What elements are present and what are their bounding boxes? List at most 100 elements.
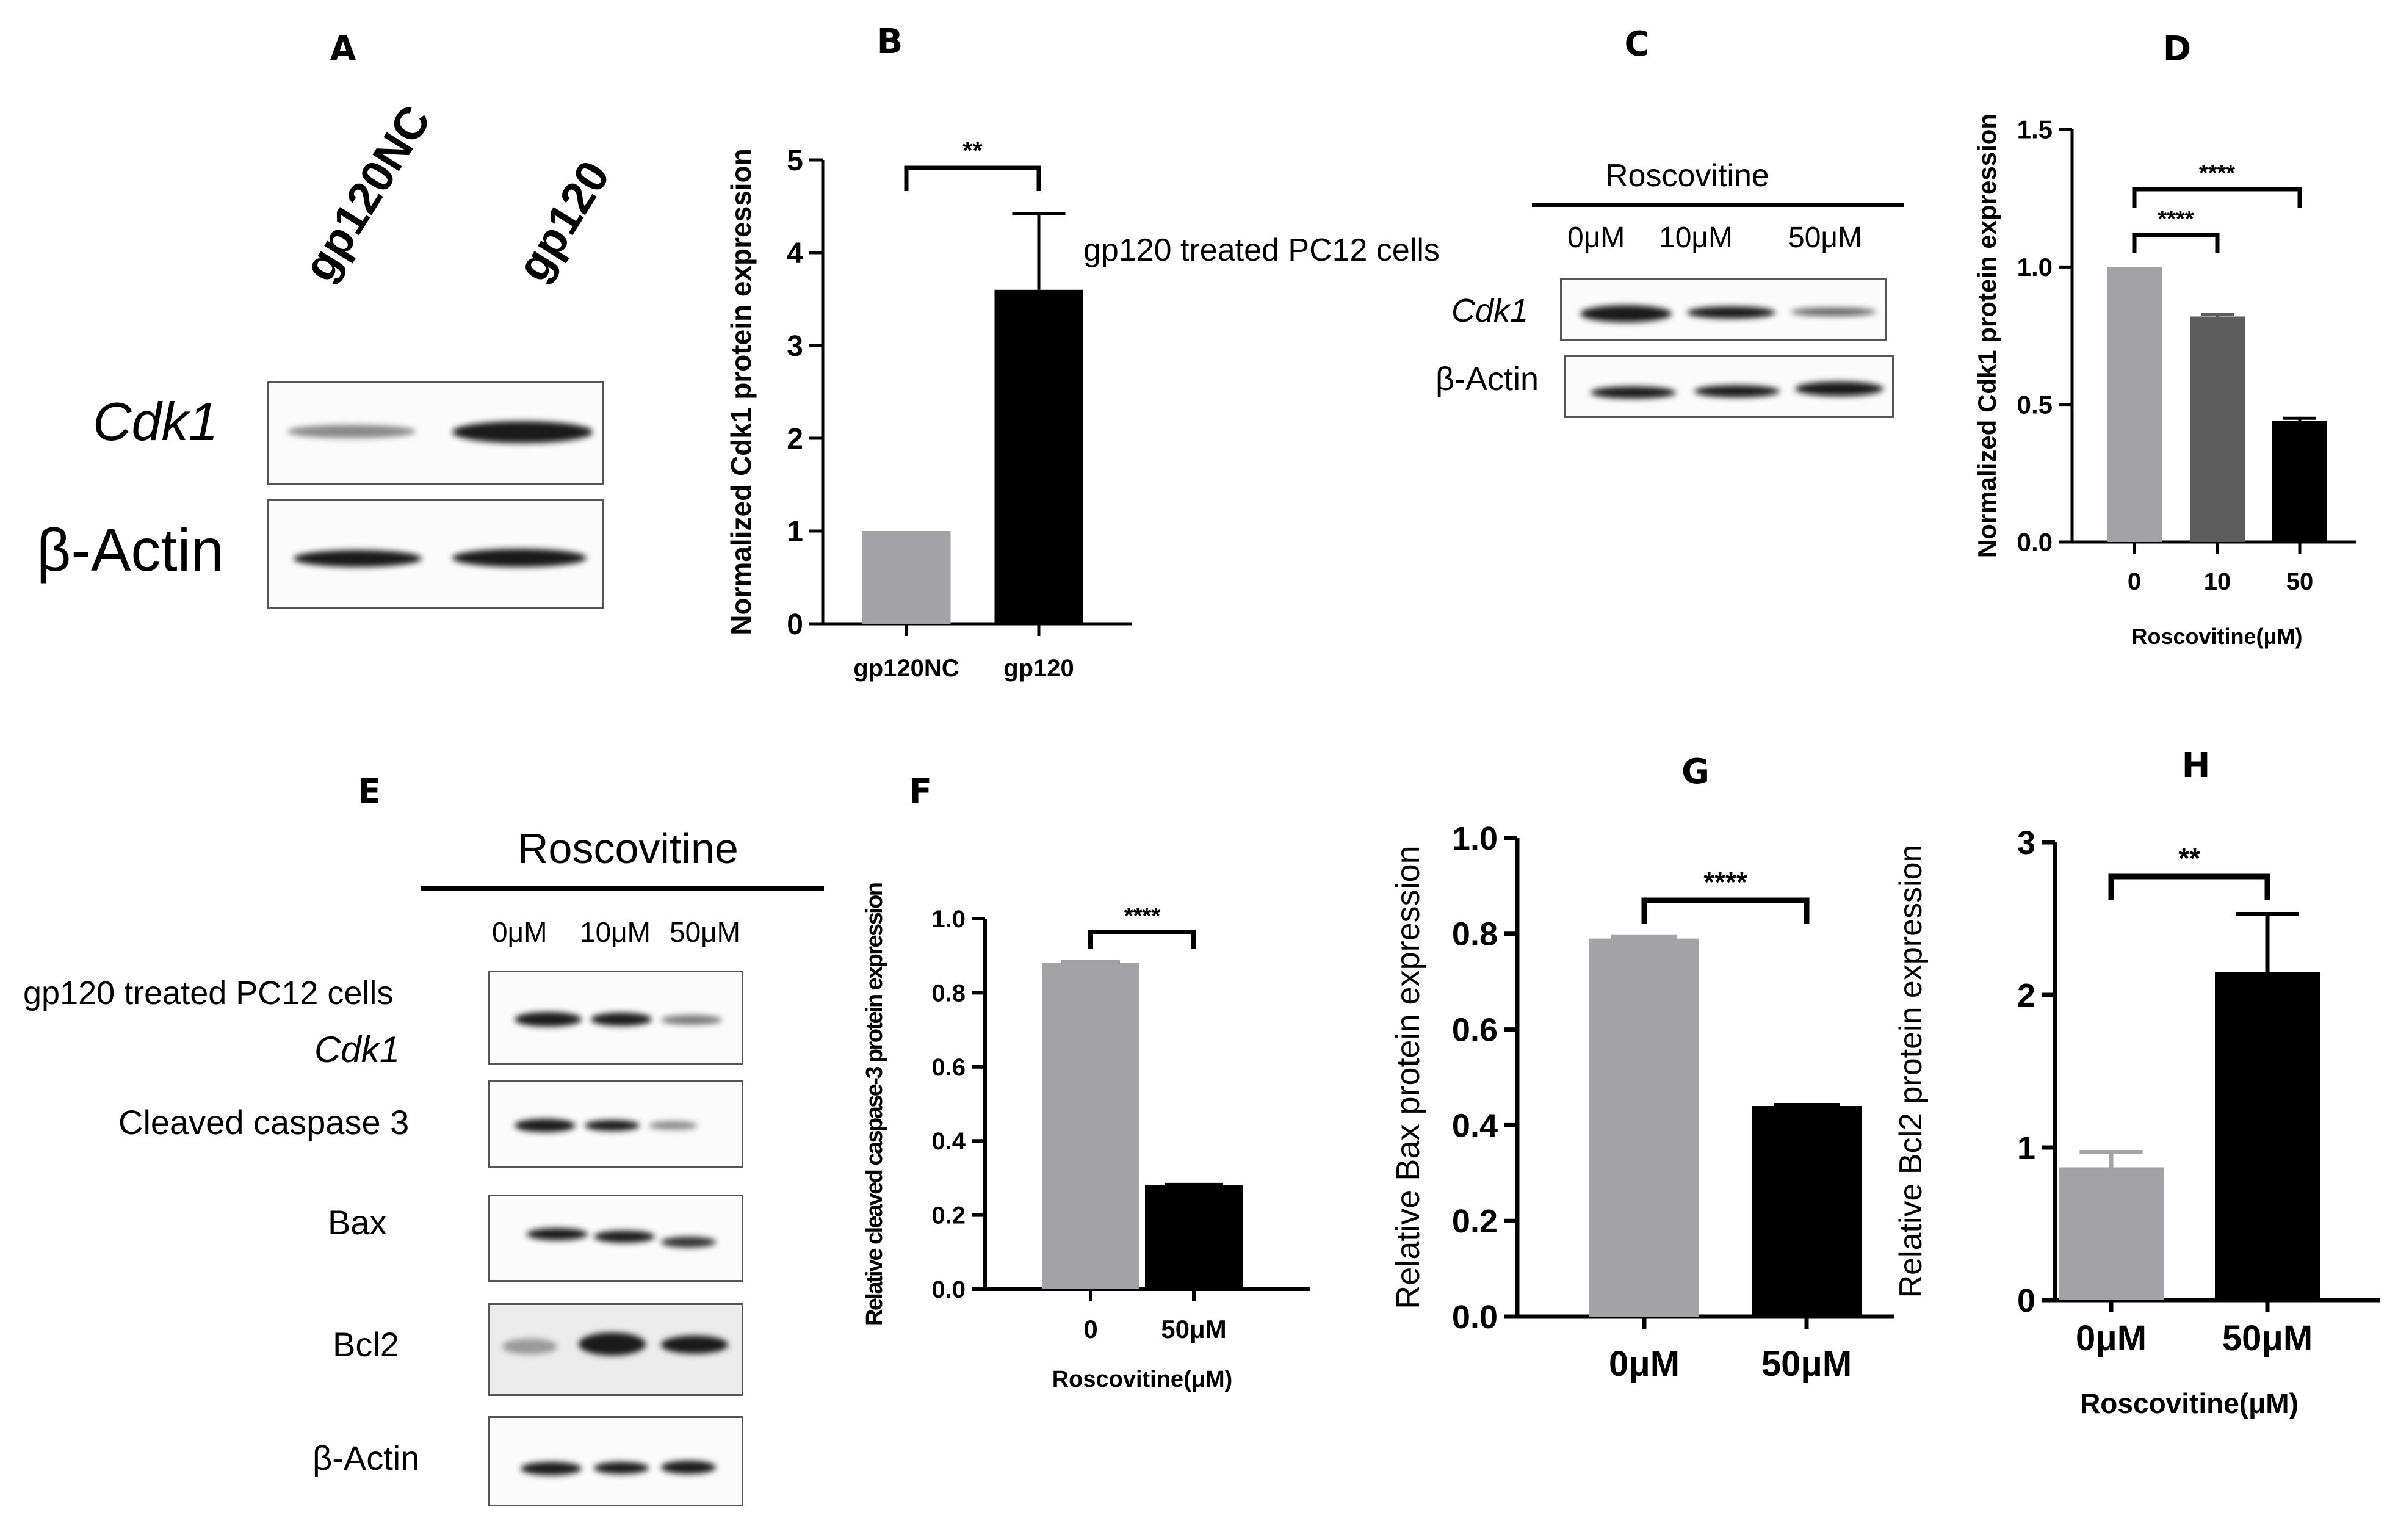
significance-bracket	[1641, 897, 1810, 924]
row-label-actin-a: β-Actin	[37, 516, 224, 584]
panel-label-a: A	[330, 29, 356, 69]
y-tick-label: 2	[787, 423, 803, 455]
band	[585, 1120, 640, 1131]
y-tick-label: 0.4	[931, 1128, 966, 1155]
blot-e-bax	[488, 1195, 743, 1282]
treatment-line-e	[421, 886, 824, 891]
x-tick-label: gp120	[1003, 655, 1074, 682]
y-tick-label: 0.8	[1452, 916, 1498, 953]
band	[661, 1015, 722, 1025]
blot-a-cdk1	[267, 381, 604, 485]
bar	[2190, 316, 2245, 542]
y-axis-label: Relative cleaved caspase-3 protein expre…	[862, 882, 887, 1326]
panel-label-c: C	[1624, 24, 1650, 64]
row-label-actin-e: β-Actin	[312, 1439, 420, 1477]
blot-c-cdk1	[1560, 278, 1887, 341]
y-tick-label: 0.8	[931, 980, 966, 1007]
blot-c-actin	[1564, 355, 1894, 418]
bar	[1145, 1185, 1243, 1289]
panel-label-d: D	[2162, 29, 2192, 69]
y-tick-label: 3	[2017, 825, 2035, 861]
band	[1694, 385, 1780, 397]
y-tick-label: 3	[787, 330, 803, 363]
lane-label-c-0: 0μM	[1567, 222, 1625, 254]
bar	[994, 289, 1083, 624]
y-tick-label: 1	[2017, 1130, 2035, 1166]
band	[649, 1121, 698, 1130]
significance-label: ****	[1703, 866, 1747, 898]
y-axis-label: Normalized Cdk1 protein expression	[1973, 114, 2001, 558]
bar	[2107, 267, 2162, 542]
x-tick-label: 10	[2204, 568, 2231, 595]
y-tick-label: 0.0	[931, 1276, 966, 1303]
x-axis-label: Roscovitine(μM)	[2080, 1387, 2299, 1419]
y-tick-label: 0.6	[1452, 1012, 1498, 1049]
band	[1791, 308, 1876, 316]
band	[527, 1228, 588, 1240]
band	[515, 1119, 576, 1132]
band	[1580, 305, 1672, 322]
x-tick-label: 50μM	[2222, 1318, 2313, 1358]
x-tick-label: 0	[1083, 1315, 1097, 1343]
significance-label: ****	[2199, 161, 2235, 186]
y-tick-label: 0.2	[931, 1202, 966, 1229]
row-label-actin-c: β-Actin	[1436, 361, 1539, 397]
x-tick-label: 0μM	[1609, 1344, 1680, 1384]
significance-bracket	[904, 165, 1041, 191]
y-axis-label: Normalized Cdk1 protein expression	[725, 148, 757, 635]
band	[661, 1336, 728, 1354]
note-b: gp120 treated PC12 cells	[1083, 233, 1440, 268]
x-axis-label: Roscovitine(μM)	[1052, 1367, 1233, 1392]
band	[1591, 386, 1676, 399]
band	[294, 550, 422, 567]
x-tick-label: 50μM	[1161, 1315, 1226, 1343]
row-label-cdk1-e: Cdk1	[314, 1029, 400, 1070]
significance-bracket	[2132, 187, 2302, 208]
bar	[1042, 963, 1139, 1289]
row-label-cdk1-a: Cdk1	[93, 391, 218, 452]
y-tick-label: 1.0	[931, 906, 966, 933]
bar	[2272, 421, 2327, 542]
band	[594, 1231, 655, 1243]
treatment-line-c	[1532, 203, 1904, 207]
blot-a-actin	[267, 499, 604, 609]
panel-label-h: H	[2181, 746, 2211, 786]
x-tick-label: 50	[2286, 568, 2314, 595]
significance-label: ****	[2158, 206, 2194, 232]
y-tick-label: 0.5	[2017, 390, 2053, 419]
x-tick-label: gp120NC	[853, 655, 959, 682]
row-label-bax-e: Bax	[328, 1203, 387, 1242]
cell-label-e: gp120 treated PC12 cells	[23, 975, 394, 1011]
band	[1795, 381, 1883, 396]
y-tick-label: 1	[787, 516, 803, 548]
bar	[2059, 1167, 2164, 1300]
panel-label-e: E	[357, 772, 381, 812]
lane-label-c-10: 10μM	[1659, 222, 1733, 254]
band	[515, 1012, 582, 1027]
band	[452, 549, 587, 567]
treatment-label-e: Roscovitine	[518, 825, 739, 872]
y-tick-label: 0.0	[1452, 1299, 1498, 1336]
bar	[862, 531, 951, 624]
band	[579, 1332, 646, 1356]
lane-label-e-0: 0μM	[492, 916, 547, 948]
blot-e-caspase	[488, 1080, 743, 1168]
significance-bracket	[1088, 930, 1196, 949]
significance-bracket	[2108, 873, 2270, 900]
band	[661, 1237, 716, 1248]
x-tick-label: 0μM	[2076, 1318, 2147, 1358]
y-tick-label: 1.5	[2017, 115, 2053, 144]
y-tick-label: 0	[787, 609, 803, 641]
band	[502, 1339, 557, 1354]
y-tick-label: 0.2	[1452, 1203, 1498, 1240]
y-tick-label: 2	[2017, 977, 2035, 1014]
band	[591, 1013, 652, 1026]
panel-label-g: G	[1681, 752, 1710, 792]
row-label-cdk1-c: Cdk1	[1451, 292, 1529, 329]
y-tick-label: 4	[787, 237, 803, 270]
treatment-label-c: Roscovitine	[1605, 158, 1769, 193]
bar	[1752, 1106, 1862, 1317]
lane-label-e-10: 10μM	[580, 916, 651, 948]
significance-label: **	[2178, 842, 2200, 874]
